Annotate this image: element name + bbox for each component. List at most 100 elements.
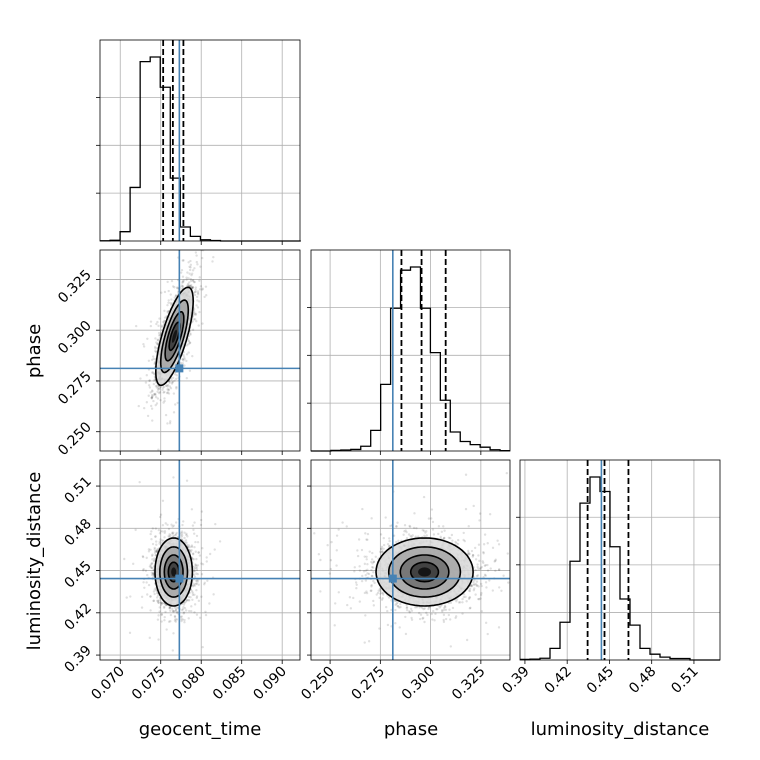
sample-point: [156, 600, 159, 603]
sample-point: [183, 621, 186, 624]
sample-point: [168, 606, 172, 609]
sample-point: [162, 606, 166, 609]
sample-point: [192, 310, 196, 313]
sample-point: [188, 341, 192, 344]
sample-point: [150, 395, 154, 399]
sample-point: [167, 527, 171, 531]
sample-point: [150, 573, 154, 577]
sample-point: [147, 583, 151, 587]
sample-point: [139, 377, 142, 380]
sample-point: [167, 534, 170, 538]
sample-point: [196, 291, 200, 295]
sample-point: [176, 401, 179, 405]
sample-point: [185, 278, 188, 281]
sample-point: [163, 397, 166, 400]
density-contour: [154, 286, 195, 387]
sample-point: [205, 234, 207, 236]
sample-point: [184, 600, 188, 603]
sample-point: [174, 609, 178, 612]
sample-point: [196, 541, 200, 544]
sample-point: [185, 599, 189, 602]
sample-point: [150, 396, 153, 399]
sample-point: [164, 413, 168, 417]
sample-point: [188, 341, 192, 345]
sample-point: [155, 548, 159, 552]
sample-point: [181, 280, 185, 283]
sample-point: [154, 540, 158, 543]
sample-point: [194, 318, 197, 321]
sample-point: [191, 286, 194, 290]
sample-point: [197, 551, 200, 554]
sample-point: [148, 379, 151, 383]
sample-point: [155, 549, 159, 553]
sample-point: [154, 384, 158, 388]
sample-point: [168, 422, 172, 425]
sample-point: [154, 247, 156, 249]
sample-point: [185, 532, 188, 536]
sample-point: [157, 448, 160, 451]
density-contour: [168, 321, 181, 352]
sample-point: [140, 595, 144, 599]
y-tick-label: 0.300: [55, 318, 95, 358]
sample-point: [199, 265, 202, 268]
sample-point: [152, 559, 156, 563]
sample-point: [191, 285, 194, 289]
sample-point: [151, 527, 155, 530]
density-contour: [159, 299, 190, 374]
sample-point: [192, 528, 195, 532]
sample-point: [187, 277, 190, 280]
sample-point: [183, 618, 186, 622]
sample-point: [151, 419, 154, 422]
sample-point: [185, 543, 189, 547]
sample-point: [212, 593, 215, 596]
sample-point: [154, 395, 158, 399]
sample-point: [174, 294, 178, 297]
sample-point: [196, 299, 199, 302]
sample-point: [167, 301, 170, 305]
sample-point: [150, 393, 154, 397]
sample-point: [173, 373, 177, 376]
sample-point: [152, 399, 155, 403]
sample-point: [189, 263, 193, 267]
sample-point: [137, 404, 140, 408]
sample-point: [151, 542, 155, 546]
sample-point: [185, 238, 187, 240]
sample-point: [191, 279, 195, 283]
sample-point: [163, 529, 167, 533]
sample-point: [191, 269, 195, 272]
sample-point: [181, 618, 184, 621]
sample-point: [152, 568, 155, 572]
sample-point: [163, 390, 166, 394]
sample-point: [189, 550, 192, 554]
sample-point: [158, 606, 161, 609]
sample-point: [156, 338, 159, 342]
sample-point: [195, 557, 198, 561]
sample-point: [157, 334, 161, 337]
sample-point: [157, 391, 161, 395]
x-tick-label: 0.48: [626, 664, 659, 697]
sample-point: [175, 611, 179, 614]
sample-point: [159, 513, 163, 516]
sample-point: [150, 562, 154, 565]
sample-point: [154, 553, 157, 557]
sample-point: [173, 614, 177, 618]
sample-point: [198, 554, 202, 557]
sample-point: [162, 391, 165, 394]
sample-point: [204, 613, 208, 617]
sample-point: [168, 535, 171, 538]
sample-point: [170, 298, 173, 301]
sample-point: [172, 534, 175, 538]
sample-point: [172, 476, 175, 479]
sample-point: [151, 371, 154, 375]
sample-point: [150, 566, 153, 570]
sample-point: [189, 259, 192, 263]
sample-point: [185, 541, 188, 544]
histogram-panel-phase: [307, 249, 511, 455]
sample-point: [150, 566, 154, 570]
axes-frame: [519, 459, 721, 661]
sample-point: [205, 560, 208, 563]
sample-point: [188, 281, 191, 284]
sample-point: [201, 322, 204, 325]
sample-point: [196, 572, 200, 576]
sample-point: [193, 567, 196, 571]
